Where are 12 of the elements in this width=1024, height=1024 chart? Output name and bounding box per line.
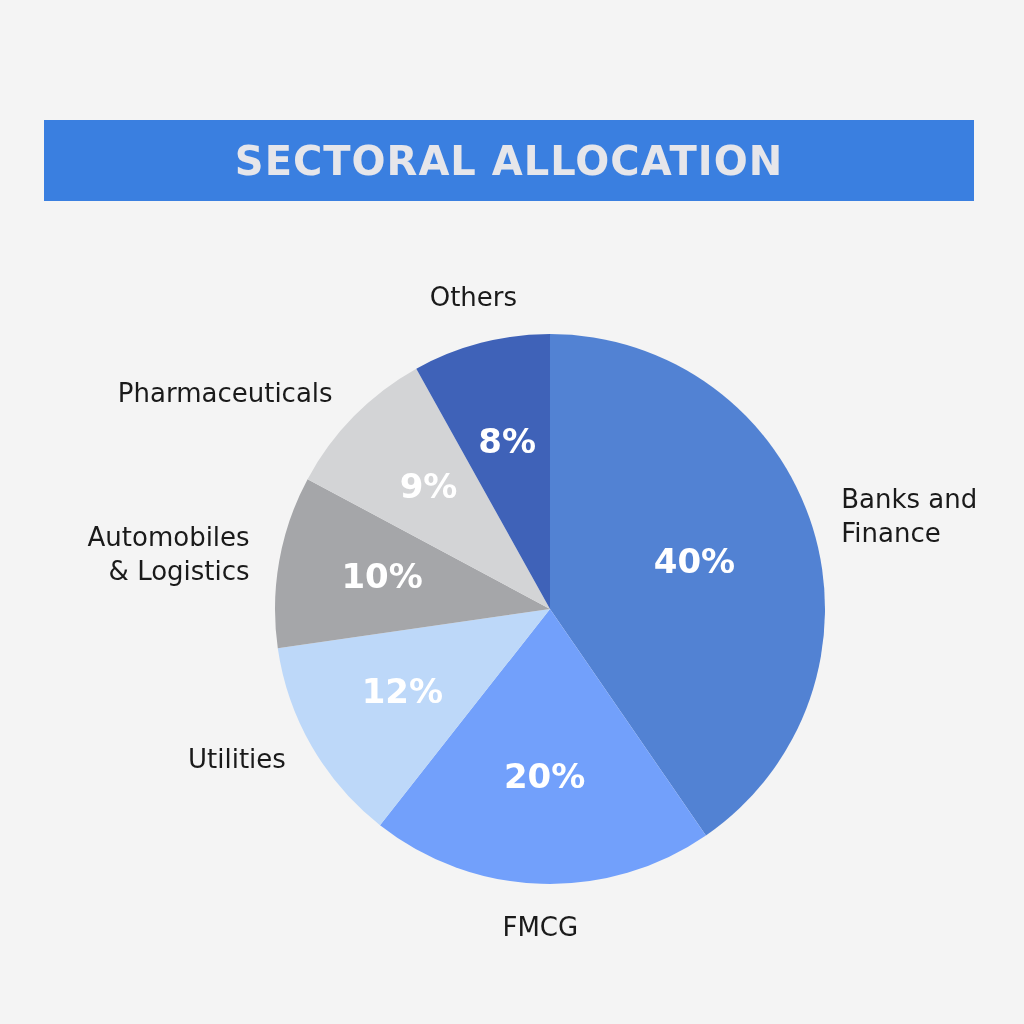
slice-label: Automobiles & Logistics [87, 521, 250, 586]
data-label: 8% [478, 420, 537, 461]
chart-title: SECTORAL ALLOCATION [44, 120, 974, 201]
slice-label: Pharmaceuticals [117, 377, 333, 408]
slice-label: FMCG [502, 911, 579, 942]
slice-label: Others [429, 281, 518, 312]
data-label: 20% [503, 756, 586, 797]
data-label: 12% [361, 671, 444, 712]
slice-label: Banks and Finance [841, 484, 978, 549]
data-label: 40% [653, 540, 736, 581]
slice-label: Utilities [188, 744, 286, 775]
data-label: 10% [341, 556, 423, 597]
